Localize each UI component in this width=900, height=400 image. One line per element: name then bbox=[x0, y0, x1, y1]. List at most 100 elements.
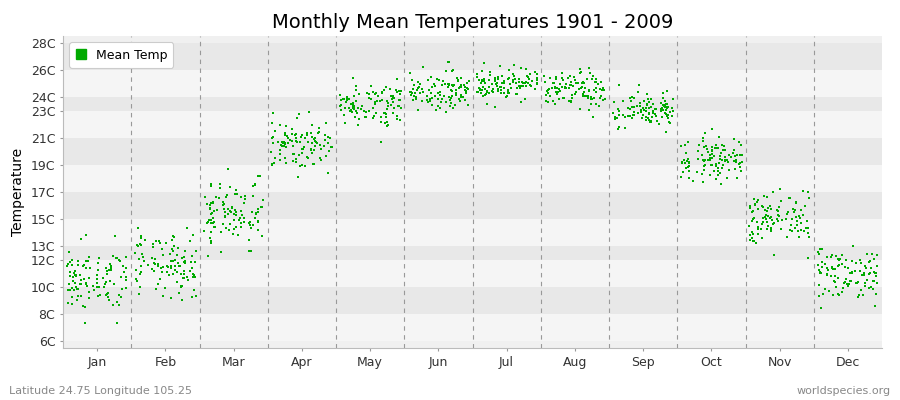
Point bbox=[522, 76, 536, 82]
Point bbox=[449, 92, 464, 98]
Point bbox=[385, 93, 400, 99]
Bar bbox=[63, 111, 882, 138]
Point bbox=[71, 262, 86, 268]
Point bbox=[676, 169, 690, 175]
Point bbox=[829, 253, 843, 260]
Point bbox=[454, 83, 468, 89]
Point bbox=[202, 202, 217, 209]
Point bbox=[456, 82, 471, 88]
Point bbox=[812, 267, 826, 274]
Point bbox=[430, 95, 445, 102]
Point bbox=[174, 270, 188, 277]
Point bbox=[350, 122, 365, 128]
Point bbox=[635, 115, 650, 122]
Point bbox=[501, 76, 516, 82]
Point bbox=[177, 268, 192, 274]
Point bbox=[745, 209, 760, 215]
Point bbox=[644, 119, 659, 125]
Point bbox=[554, 81, 568, 88]
Point bbox=[746, 196, 760, 202]
Point bbox=[90, 284, 104, 290]
Point bbox=[863, 270, 878, 276]
Point bbox=[692, 142, 706, 148]
Point bbox=[275, 140, 290, 146]
Point bbox=[460, 84, 474, 91]
Point bbox=[814, 246, 829, 252]
Point bbox=[405, 90, 419, 96]
Point bbox=[612, 82, 626, 88]
Point bbox=[504, 85, 518, 91]
Point bbox=[705, 144, 719, 150]
Point bbox=[835, 260, 850, 267]
Point bbox=[780, 234, 795, 240]
Point bbox=[514, 99, 528, 106]
Point bbox=[378, 84, 392, 90]
Point bbox=[794, 207, 808, 213]
Point bbox=[729, 152, 743, 158]
Point bbox=[659, 106, 673, 113]
Point bbox=[59, 263, 74, 270]
Point bbox=[860, 277, 874, 283]
Point bbox=[76, 263, 90, 269]
Point bbox=[166, 270, 181, 277]
Point bbox=[537, 73, 552, 80]
Point bbox=[310, 140, 324, 146]
Point bbox=[861, 271, 876, 278]
Point bbox=[444, 87, 458, 94]
Point bbox=[526, 78, 540, 85]
Point bbox=[745, 208, 760, 214]
Point bbox=[496, 84, 510, 91]
Point bbox=[586, 73, 600, 80]
Point bbox=[163, 294, 177, 301]
Point bbox=[729, 159, 743, 165]
Point bbox=[115, 286, 130, 292]
Point bbox=[573, 85, 588, 92]
Point bbox=[219, 225, 233, 232]
Point bbox=[246, 182, 260, 189]
Point bbox=[358, 114, 373, 120]
Point bbox=[362, 95, 376, 102]
Point bbox=[648, 106, 662, 113]
Point bbox=[184, 265, 199, 271]
Point bbox=[854, 260, 868, 266]
Point bbox=[576, 93, 590, 99]
Point bbox=[346, 93, 361, 99]
Point bbox=[404, 92, 419, 99]
Point bbox=[371, 92, 385, 99]
Point bbox=[159, 240, 174, 246]
Point bbox=[826, 292, 841, 298]
Point bbox=[244, 224, 258, 231]
Point bbox=[234, 194, 248, 200]
Point bbox=[212, 195, 226, 202]
Point bbox=[720, 158, 734, 165]
Point bbox=[824, 273, 839, 280]
Point bbox=[842, 283, 856, 290]
Point bbox=[582, 86, 597, 93]
Point bbox=[461, 86, 475, 92]
Point bbox=[552, 96, 566, 102]
Point bbox=[678, 160, 692, 167]
Point bbox=[273, 122, 287, 128]
Point bbox=[237, 200, 251, 206]
Point bbox=[471, 89, 485, 95]
Point bbox=[631, 110, 645, 116]
Point bbox=[573, 106, 588, 112]
Point bbox=[543, 92, 557, 99]
Point bbox=[419, 96, 434, 103]
Point bbox=[589, 79, 603, 85]
Point bbox=[185, 273, 200, 280]
Point bbox=[868, 272, 883, 279]
Point bbox=[291, 174, 305, 180]
Point bbox=[838, 257, 852, 263]
Point bbox=[292, 151, 306, 158]
Point bbox=[304, 147, 319, 154]
Point bbox=[381, 122, 395, 128]
Point bbox=[267, 160, 282, 166]
Point bbox=[220, 194, 234, 200]
Point bbox=[764, 214, 778, 220]
Point bbox=[472, 85, 487, 91]
Point bbox=[349, 86, 364, 93]
Point bbox=[846, 243, 860, 250]
Point bbox=[507, 62, 521, 68]
Point bbox=[106, 253, 121, 259]
